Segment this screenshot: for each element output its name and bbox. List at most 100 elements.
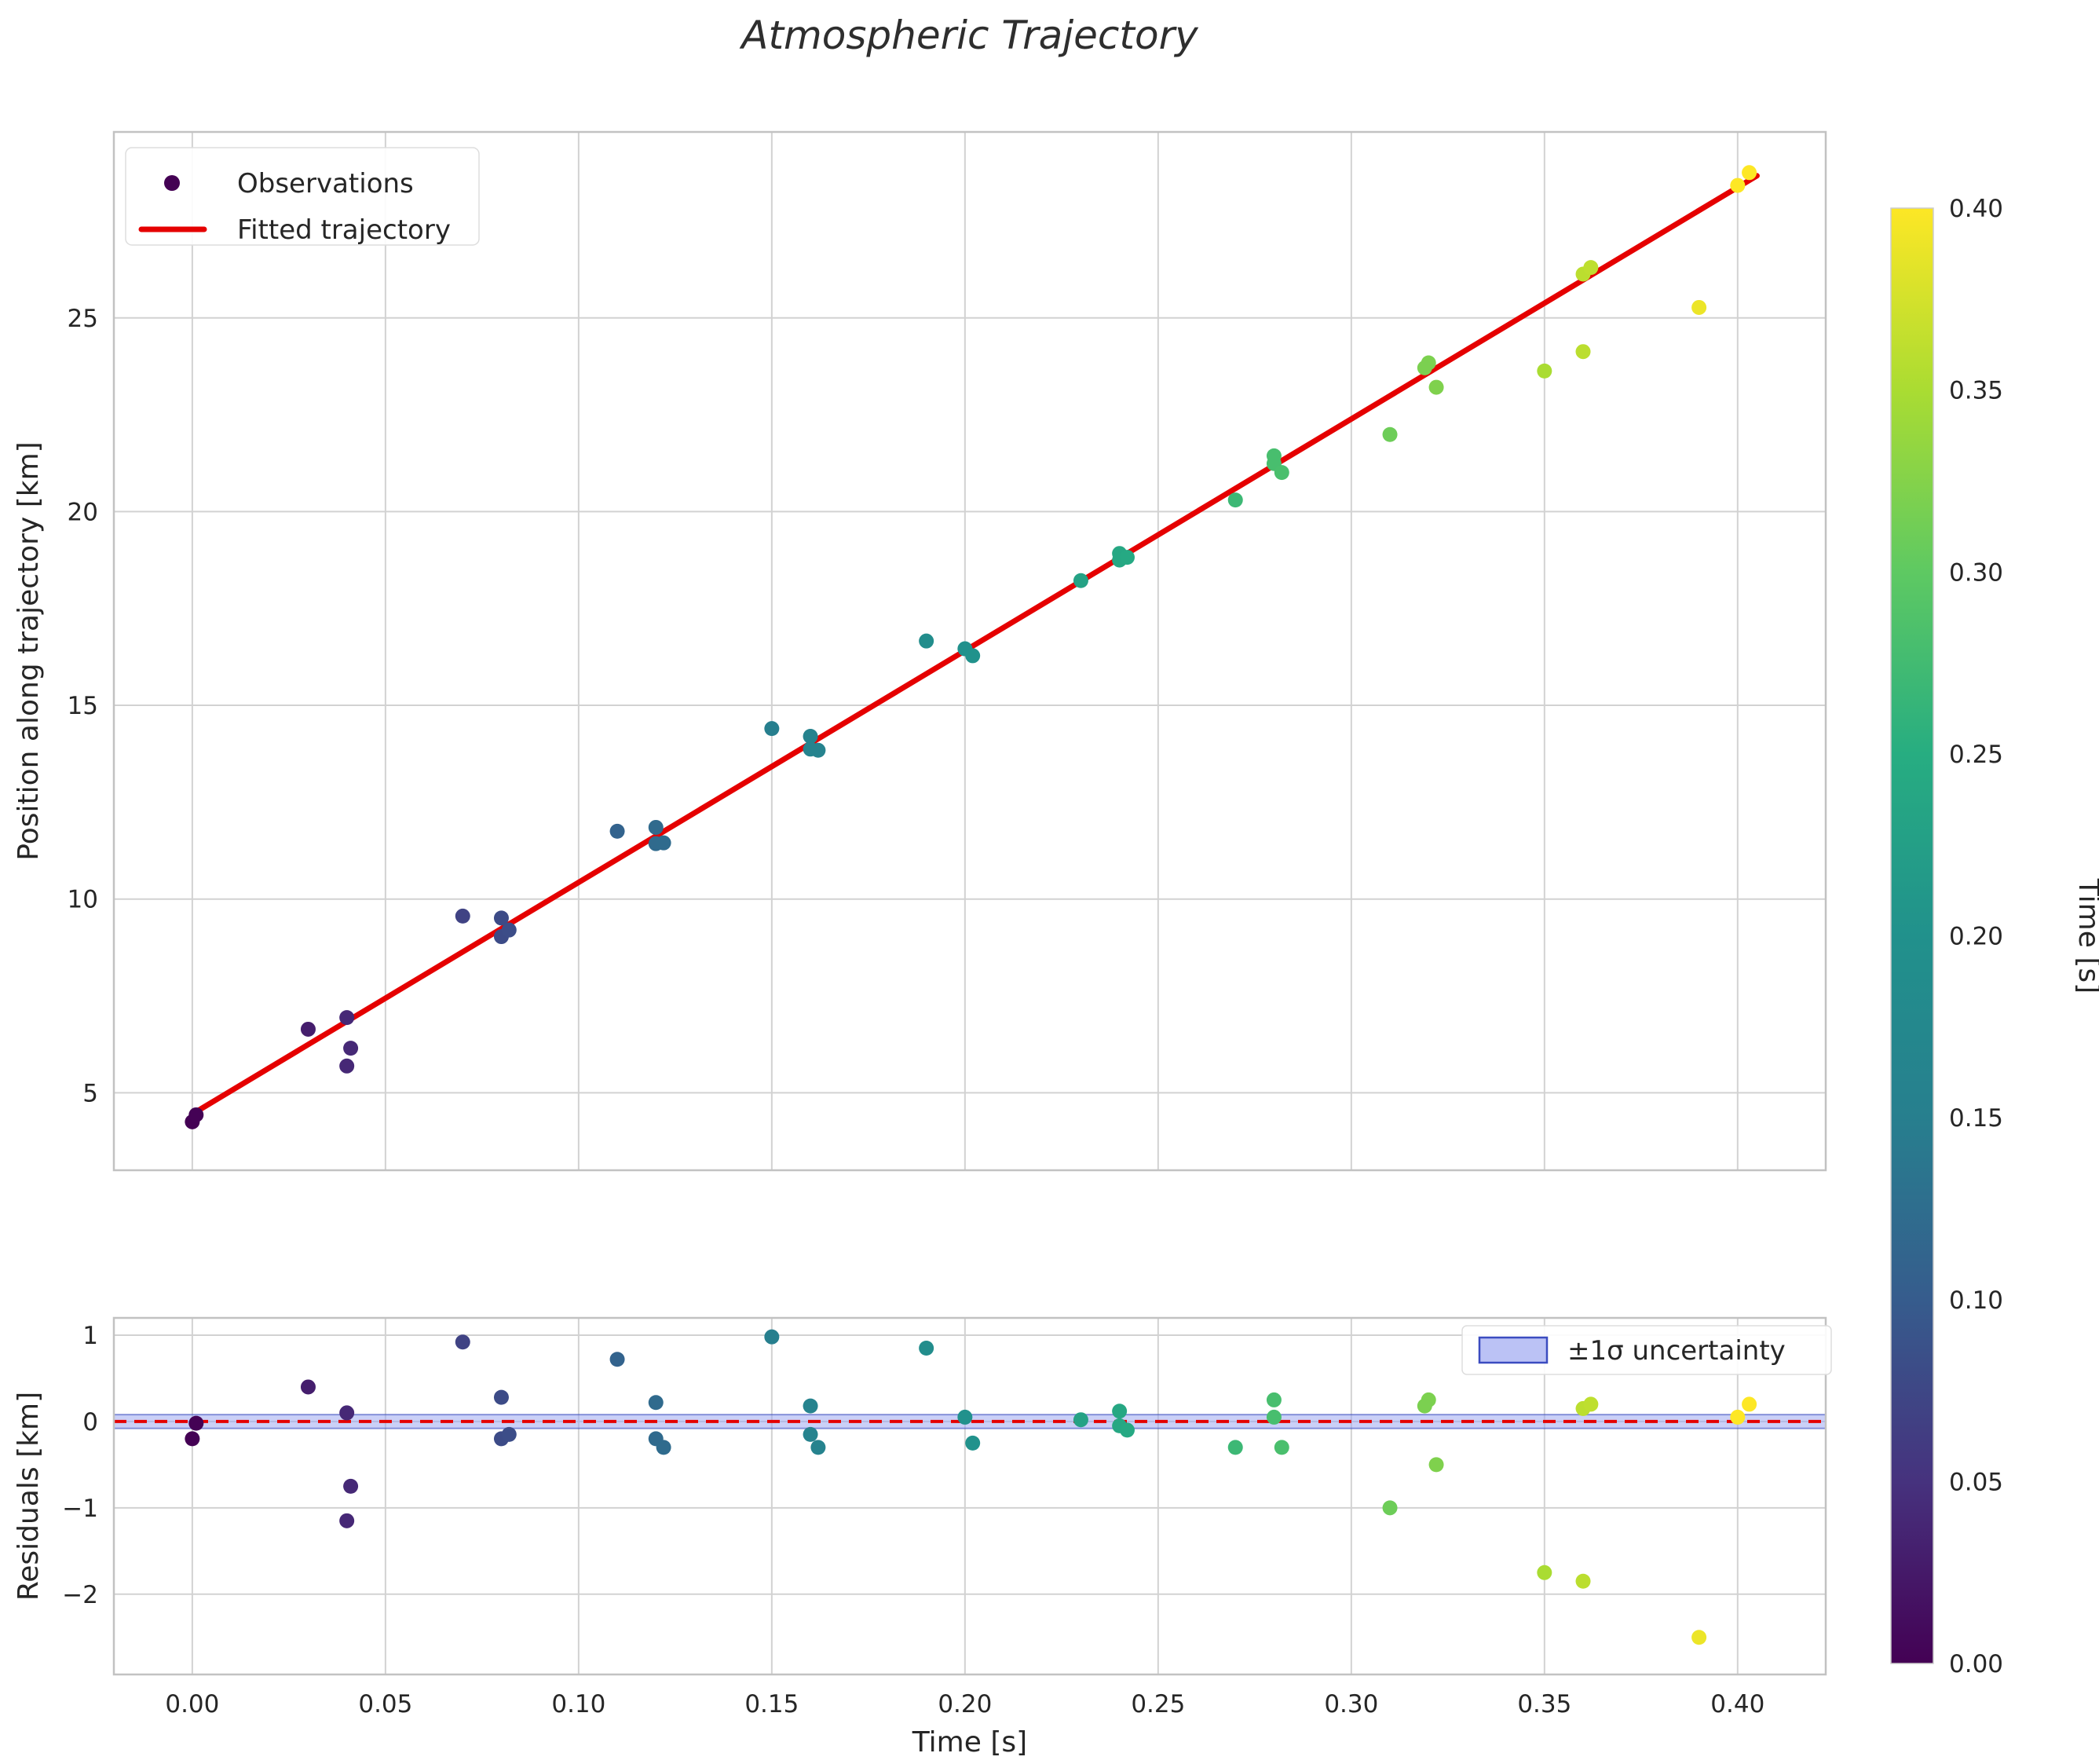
colorbar-tick-labels: 0.00 0.05 0.10 0.15 0.20 0.25 0.30 0.35 0.40 xyxy=(1949,195,2003,1678)
residual-point xyxy=(1266,1409,1282,1425)
data-point xyxy=(501,922,517,938)
data-point xyxy=(339,1058,355,1074)
legend-frame xyxy=(1461,1325,1832,1375)
legend-frame xyxy=(125,147,480,246)
residual-point xyxy=(1537,1565,1552,1580)
data-point xyxy=(493,910,509,926)
residual-point xyxy=(1428,1457,1444,1473)
colorbar-tick-label: 0.05 xyxy=(1949,1468,2003,1496)
data-point xyxy=(1227,492,1243,508)
data-point xyxy=(609,823,625,839)
data-point xyxy=(810,742,826,758)
ytick-label: 25 xyxy=(68,305,98,333)
colorbar-tick-label: 0.20 xyxy=(1949,923,2003,951)
colorbar-label: Time [s] xyxy=(2072,878,2099,994)
residual-point xyxy=(1417,1398,1432,1414)
xtick-label: 0.40 xyxy=(1710,1690,1764,1718)
data-point xyxy=(1382,426,1398,442)
xtick-label: 0.05 xyxy=(358,1690,412,1718)
colorbar-tick-label: 0.10 xyxy=(1949,1286,2003,1315)
residual-point xyxy=(803,1398,818,1414)
main-ytick-labels: 5 10 15 20 25 xyxy=(68,305,98,1108)
data-point xyxy=(1417,360,1432,375)
ytick-label: −2 xyxy=(62,1581,98,1609)
xtick-label: 0.30 xyxy=(1324,1690,1378,1718)
residual-ylabel: Residuals [km] xyxy=(13,1392,45,1601)
data-point xyxy=(1274,465,1289,481)
data-point xyxy=(656,835,671,851)
residual-point xyxy=(965,1435,981,1451)
residual-point xyxy=(1227,1440,1243,1455)
data-point xyxy=(300,1021,316,1037)
ytick-label: 1 xyxy=(82,1322,98,1350)
residual-point xyxy=(803,1426,818,1442)
ytick-label: −1 xyxy=(62,1495,98,1523)
colorbar-tick-label: 0.00 xyxy=(1949,1650,2003,1678)
data-point xyxy=(1428,379,1444,395)
ytick-label: 0 xyxy=(82,1408,98,1436)
main-plot xyxy=(185,165,1760,1129)
residual-ytick-labels: −2 −1 0 1 xyxy=(62,1322,98,1609)
xtick-label: 0.35 xyxy=(1517,1690,1571,1718)
residual-point xyxy=(1266,1392,1282,1407)
residual-point xyxy=(1742,1396,1757,1412)
xtick-labels: 0.00 0.05 0.10 0.15 0.20 0.25 0.30 0.35 0.40 xyxy=(165,1690,1764,1718)
main-plot-border xyxy=(112,130,1827,1172)
legend-label-observations: Observations xyxy=(237,168,414,199)
residual-plot-border xyxy=(112,1316,1827,1676)
ytick-label: 10 xyxy=(68,886,98,914)
data-point xyxy=(803,729,818,745)
residual-plot xyxy=(113,1329,1827,1645)
data-point xyxy=(919,633,934,649)
residual-point xyxy=(185,1431,200,1447)
data-point xyxy=(1073,573,1088,588)
colorbar-tick-label: 0.35 xyxy=(1949,377,2003,405)
residual-point xyxy=(1073,1412,1088,1428)
fitted-trajectory-line xyxy=(189,173,1760,1117)
residual-point xyxy=(764,1329,780,1345)
data-point xyxy=(764,721,780,737)
xlabel: Time [s] xyxy=(912,1726,1027,1759)
ytick-label: 5 xyxy=(82,1079,98,1107)
observations-marker-icon xyxy=(164,175,180,191)
main-legend: Observations Fitted trajectory xyxy=(125,147,480,246)
data-point xyxy=(965,648,981,664)
colorbar-tick-label: 0.40 xyxy=(1949,195,2003,223)
colorbar-tick-label: 0.15 xyxy=(1949,1104,2003,1133)
colorbar-tick-label: 0.25 xyxy=(1949,741,2003,769)
residual-point xyxy=(493,1389,509,1405)
residual-point xyxy=(810,1440,826,1455)
residual-point xyxy=(609,1352,625,1367)
main-ylabel: Position along trajectory [km] xyxy=(13,441,45,860)
xtick-label: 0.15 xyxy=(744,1690,799,1718)
residual-point xyxy=(1575,1573,1591,1589)
data-point xyxy=(188,1107,204,1122)
residual-point xyxy=(1382,1500,1398,1516)
xtick-label: 0.20 xyxy=(938,1690,992,1718)
data-point xyxy=(1583,260,1599,276)
residual-point xyxy=(648,1395,664,1411)
residual-point xyxy=(188,1415,204,1431)
residual-point xyxy=(300,1379,316,1395)
ytick-label: 20 xyxy=(68,498,98,526)
data-point xyxy=(1691,299,1707,315)
residual-point xyxy=(1730,1409,1746,1425)
data-point xyxy=(648,819,664,835)
residual-point xyxy=(343,1478,359,1494)
main-grid xyxy=(114,132,1826,1170)
residual-point xyxy=(1119,1422,1135,1438)
data-point xyxy=(455,908,470,924)
xtick-label: 0.25 xyxy=(1131,1690,1185,1718)
residual-point xyxy=(501,1426,517,1442)
data-point xyxy=(1730,177,1746,193)
colorbar xyxy=(1890,207,1934,1664)
residual-point xyxy=(1583,1396,1599,1412)
residual-point xyxy=(1112,1404,1128,1419)
residual-point xyxy=(1274,1440,1289,1455)
residual-point xyxy=(339,1405,355,1421)
legend-label-uncertainty: ±1σ uncertainty xyxy=(1567,1335,1786,1367)
residual-legend: ±1σ uncertainty xyxy=(1461,1325,1832,1375)
residual-point xyxy=(455,1334,470,1350)
residual-point xyxy=(957,1409,973,1425)
